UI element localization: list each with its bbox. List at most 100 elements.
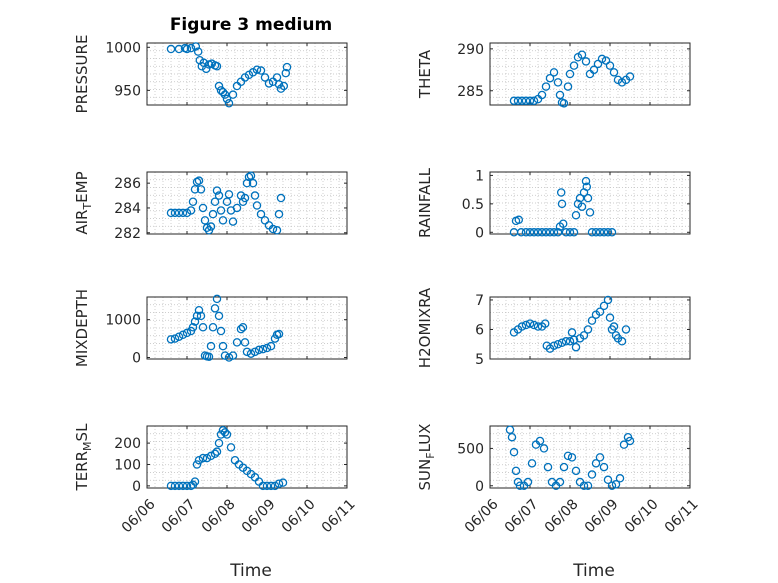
data-point — [625, 436, 635, 446]
data-point — [583, 193, 593, 203]
y-tick-label: 1000 — [105, 313, 141, 329]
data-point — [208, 209, 218, 219]
data-point — [557, 199, 567, 209]
data-point — [246, 171, 256, 180]
data-point — [281, 68, 291, 78]
data-point — [250, 191, 260, 200]
data-point — [214, 81, 224, 91]
y-tick-label: 950 — [114, 83, 141, 99]
data-point — [202, 223, 212, 233]
data-point — [567, 453, 577, 462]
data-point — [525, 96, 535, 106]
data-point — [193, 47, 203, 56]
data-point — [256, 209, 266, 219]
data-point — [206, 222, 216, 231]
y-tick-label: 0 — [475, 225, 484, 241]
axes-box — [489, 296, 691, 360]
data-point — [216, 430, 226, 439]
data-point — [539, 444, 549, 453]
data-point — [529, 228, 539, 237]
data-point — [166, 208, 176, 218]
data-point — [240, 338, 250, 347]
data-point — [279, 81, 289, 91]
data-point — [529, 96, 539, 106]
y-tick-label: 290 — [457, 42, 484, 58]
data-point — [591, 228, 601, 237]
data-point — [282, 62, 292, 72]
data-point — [214, 191, 224, 200]
data-point — [511, 466, 521, 476]
data-point — [559, 99, 569, 108]
x-axis-label-right: Time — [572, 561, 615, 581]
data-point — [571, 466, 581, 476]
data-point — [202, 453, 212, 463]
axes-box — [146, 425, 348, 489]
data-point — [603, 475, 613, 485]
data-point — [619, 440, 629, 449]
data-point — [615, 474, 625, 483]
y-tick-label: 0 — [132, 350, 141, 366]
y-tick-label: 0.5 — [462, 197, 484, 213]
data-point — [517, 322, 527, 331]
data-point — [218, 216, 228, 225]
data-point — [191, 42, 201, 51]
data-point — [192, 311, 202, 321]
grid-lines — [489, 426, 690, 488]
data-point — [278, 478, 288, 487]
data-point — [276, 193, 286, 203]
data-point — [537, 228, 547, 237]
data-point — [555, 90, 565, 100]
data-point — [246, 349, 256, 358]
data-point — [581, 176, 591, 186]
data-point — [228, 351, 238, 360]
data-point — [509, 447, 519, 457]
data-point — [537, 90, 547, 100]
data-point — [226, 443, 236, 452]
data-point — [198, 453, 208, 463]
data-point — [603, 228, 613, 237]
data-point — [256, 66, 266, 75]
data-point — [514, 215, 524, 225]
data-point — [599, 301, 609, 311]
data-point — [553, 228, 563, 237]
data-point — [609, 68, 619, 77]
data-point — [543, 462, 553, 472]
y-tick-label: 0 — [132, 479, 141, 495]
data-point — [214, 438, 224, 448]
data-point — [559, 462, 569, 472]
data-point — [525, 319, 535, 328]
data-point — [178, 208, 188, 218]
data-point — [182, 44, 192, 54]
data-point — [525, 228, 535, 237]
data-point — [575, 193, 585, 203]
axes-box — [489, 425, 691, 489]
y-tick-label: 1 — [475, 168, 484, 184]
data-point — [174, 481, 184, 491]
data-point — [567, 328, 577, 337]
axes-box — [146, 42, 348, 106]
axes-box — [489, 42, 691, 106]
data-point — [252, 201, 262, 210]
data-point — [611, 480, 621, 489]
data-point — [190, 477, 200, 486]
x-tick-label: 06/11 — [662, 496, 702, 536]
data-point — [220, 428, 230, 437]
data-series — [166, 171, 286, 235]
data-point — [625, 72, 635, 81]
data-point — [274, 479, 284, 488]
y-axis-label: RAINFALL — [416, 167, 434, 238]
data-point — [190, 185, 200, 194]
data-point — [250, 347, 260, 357]
y-tick-label: 100 — [114, 457, 141, 473]
data-point — [218, 341, 228, 351]
data-point — [533, 228, 543, 237]
data-point — [194, 176, 204, 185]
x-tick-label: 06/11 — [319, 496, 359, 536]
data-point — [605, 61, 615, 70]
data-point — [174, 208, 184, 218]
data-point — [210, 449, 220, 459]
data-point — [166, 335, 176, 344]
subplot-1: 950 1000 PRESSURE — [73, 35, 348, 113]
data-point — [204, 352, 214, 361]
